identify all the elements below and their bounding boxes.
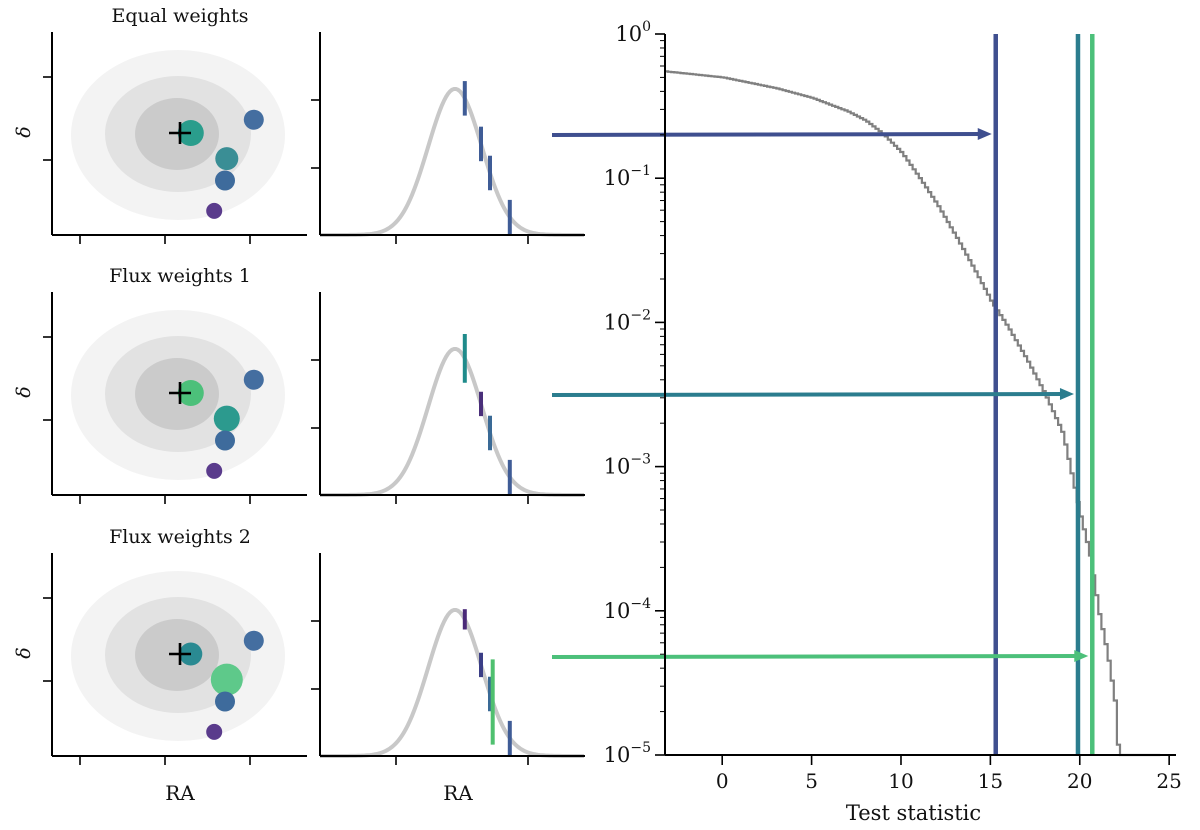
panel-title: Flux weights 1	[109, 265, 251, 287]
y-tick-label: 10−1	[604, 163, 651, 190]
event-dot	[243, 369, 264, 390]
x-tick-label: 15	[978, 769, 1003, 793]
x-tick-label: 5	[805, 769, 818, 793]
x-axis-label: RA	[443, 781, 473, 805]
event-dot	[215, 691, 235, 712]
distribution-panel-0	[311, 32, 585, 244]
x-tick-label: 10	[888, 769, 913, 793]
arrow-shaft	[551, 392, 1064, 397]
y-axis-label: δ	[13, 126, 35, 137]
distribution-panel-1	[311, 292, 585, 504]
y-tick-label: 10−4	[604, 596, 651, 623]
arrow-head	[1059, 388, 1074, 400]
y-tick-label: 10−5	[604, 740, 651, 767]
gaussian-curve	[320, 86, 584, 237]
gaussian-curve	[320, 607, 584, 758]
panel-title: Flux weights 2	[109, 526, 251, 548]
survival-curve	[665, 70, 1161, 757]
event-dot	[210, 663, 243, 696]
test-statistic-panel: 100 10−1 10−2 10−3 10−4 10−5 0 5 10 15 20 25 Test st…	[551, 19, 1182, 825]
event-dot	[243, 630, 264, 651]
y-axis-label: δ	[13, 647, 35, 658]
event-dot	[215, 430, 235, 451]
x-axis-label: Test statistic	[846, 801, 981, 825]
arrow	[551, 650, 1089, 662]
y-tick-label: 10−2	[604, 307, 651, 334]
y-tick-label: 10−3	[604, 452, 651, 479]
x-axis-label: RA	[165, 781, 195, 805]
x-tick-label: 25	[1156, 769, 1181, 793]
x-tick-label: 0	[716, 769, 729, 793]
arrow-head	[1074, 650, 1089, 662]
event-dot	[243, 109, 264, 130]
event-dot	[215, 147, 239, 171]
event-dot	[213, 405, 240, 432]
event-dot	[206, 723, 223, 740]
arrow-shaft	[551, 132, 982, 137]
y-axis-label: δ	[13, 386, 35, 397]
sky-panel-2: Flux weights 2 δ RA	[13, 526, 307, 805]
event-dot	[215, 170, 235, 191]
gaussian-curve	[320, 346, 584, 497]
arrow-head	[977, 128, 992, 140]
arrow-shaft	[551, 654, 1079, 659]
event-dot	[206, 462, 223, 479]
panel-title: Equal weights	[111, 5, 248, 27]
sky-panel-0: Equal weights δ	[13, 5, 307, 244]
distribution-panel-2: RA	[311, 553, 585, 805]
sky-panel-1: Flux weights 1 δ	[13, 265, 307, 504]
arrow	[551, 388, 1074, 400]
x-tick-label: 20	[1067, 769, 1092, 793]
y-tick-label: 100	[615, 19, 651, 46]
event-dot	[206, 202, 223, 219]
arrow	[551, 128, 992, 140]
